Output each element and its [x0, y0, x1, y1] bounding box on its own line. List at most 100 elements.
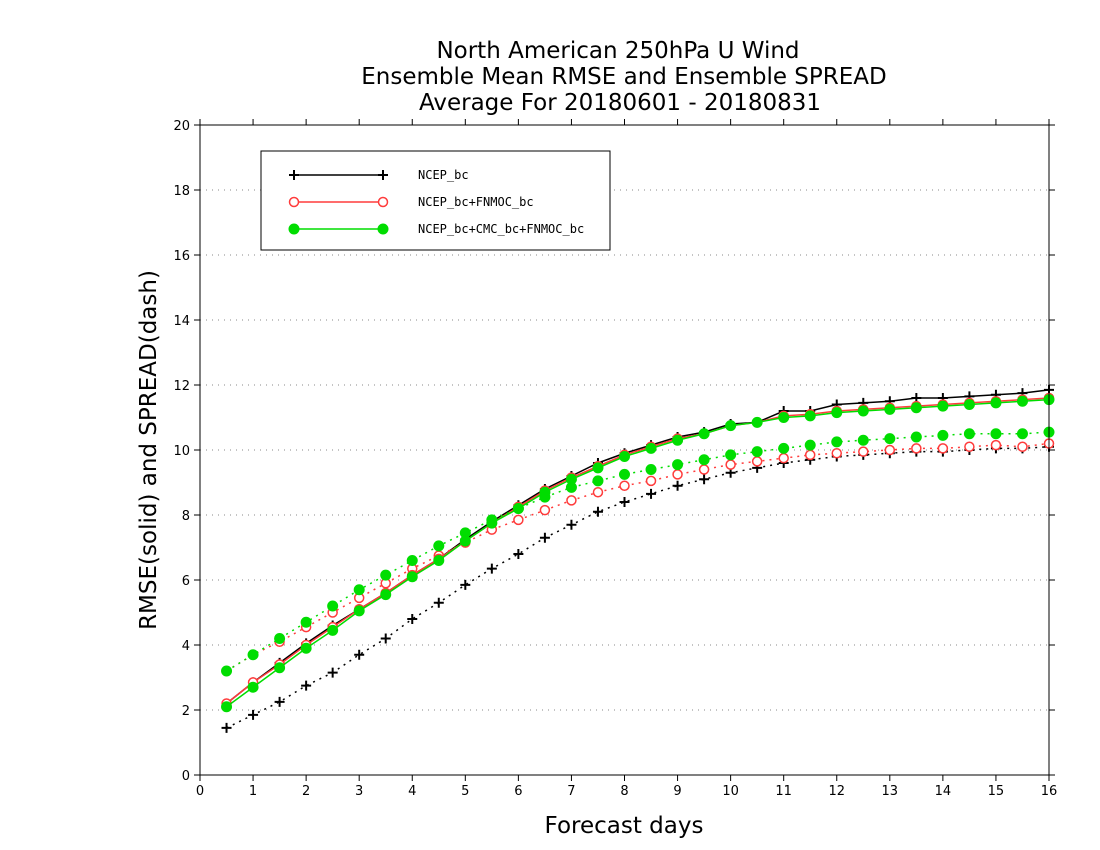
chart-title: North American 250hPa U Wind Ensemble Me… — [361, 38, 886, 116]
x-tick-label-11: 11 — [775, 784, 792, 799]
x-tick-label-14: 14 — [935, 784, 952, 799]
spread-point-0-9 — [460, 579, 471, 590]
x-tick-label-10: 10 — [722, 784, 739, 799]
spread-point-1-13 — [566, 495, 577, 506]
spread-point-2-5 — [353, 584, 365, 596]
legend-marker-right-2 — [377, 223, 389, 235]
rmse-point-2-9 — [459, 535, 471, 547]
spread-line-0 — [226, 446, 1050, 729]
x-tick-label-13: 13 — [882, 784, 899, 799]
spread-point-0-4 — [327, 667, 338, 678]
title-line-2: Ensemble Mean RMSE and Ensemble SPREAD — [361, 64, 886, 90]
spread-point-0-18 — [699, 474, 710, 485]
spread-point-2-29 — [990, 428, 1002, 440]
spread-point-2-24 — [857, 434, 869, 446]
spread-point-1-21 — [778, 452, 789, 464]
legend-label-2: NCEP_bc+CMC_bc+FNMOC_bc — [418, 222, 584, 236]
rmse-point-2-10 — [486, 517, 498, 529]
rmse-point-2-1 — [247, 681, 259, 693]
spread-point-0-0 — [221, 722, 232, 733]
legend: NCEP_bc NCEP_bc+FNMOC_bc NCEP_bc+CMC_bc+FN… — [260, 150, 611, 251]
x-tick-label-4: 4 — [408, 784, 416, 799]
spread-point-1-27 — [937, 443, 949, 454]
y-tick-label-10: 20 — [173, 119, 190, 134]
x-tick-label-2: 2 — [302, 784, 310, 799]
spread-point-0-15 — [619, 497, 630, 507]
rmse-point-2-12 — [539, 486, 551, 498]
spread-point-1-22 — [804, 449, 816, 461]
legend-label-1: NCEP_bc+FNMOC_bc — [418, 195, 534, 209]
spread-point-2-20 — [751, 446, 763, 458]
spread-point-1-12 — [539, 504, 551, 516]
y-tick-label-8: 16 — [173, 249, 190, 264]
spread-point-0-16 — [646, 488, 657, 499]
rmse-point-2-24 — [857, 405, 869, 417]
spread-point-1-23 — [831, 448, 842, 459]
spread-point-1-11 — [513, 514, 524, 526]
spread-point-0-7 — [407, 614, 418, 624]
rmse-point-2-25 — [884, 403, 896, 415]
spread-point-0-8 — [433, 597, 444, 608]
x-tick-label-9: 9 — [673, 784, 681, 799]
y-tick-label-1: 2 — [182, 704, 190, 719]
legend-label-0: NCEP_bc — [418, 168, 469, 182]
x-tick-label-16: 16 — [1041, 784, 1058, 799]
rmse-point-2-2 — [274, 662, 286, 674]
spread-point-2-22 — [804, 439, 816, 451]
rmse-point-2-29 — [990, 397, 1002, 409]
spread-point-0-1 — [248, 709, 259, 720]
legend-item-0: NCEP_bc — [289, 168, 469, 182]
spread-point-2-8 — [433, 540, 445, 552]
y-tick-label-2: 4 — [182, 639, 190, 654]
rmse-point-2-16 — [645, 442, 657, 454]
spread-point-2-25 — [884, 433, 896, 445]
legend-marker-left-1 — [288, 196, 300, 208]
spread-point-2-17 — [672, 459, 684, 471]
x-tick-label-12: 12 — [828, 784, 845, 799]
spread-point-0-12 — [539, 532, 550, 543]
spread-point-2-21 — [778, 442, 790, 454]
spread-point-1-19 — [725, 459, 736, 470]
spread-point-2-1 — [247, 649, 259, 661]
series-layer — [221, 384, 1055, 733]
legend-item-1: NCEP_bc+FNMOC_bc — [288, 195, 534, 209]
title-line-3: Average For 20180601 - 20180831 — [419, 90, 821, 116]
rmse-point-2-5 — [353, 605, 365, 617]
rmse-point-2-28 — [963, 399, 975, 410]
series-2 — [221, 394, 1055, 713]
spread-point-1-24 — [858, 446, 869, 457]
x-tick-label-7: 7 — [567, 784, 575, 799]
spread-point-1-28 — [964, 441, 975, 452]
spread-point-2-19 — [725, 449, 737, 461]
spread-point-2-16 — [645, 464, 657, 475]
rmse-point-2-20 — [751, 416, 763, 428]
spread-point-0-3 — [301, 680, 312, 691]
spread-point-0-6 — [380, 633, 391, 644]
rmse-point-2-3 — [300, 642, 312, 654]
legend-item-2: NCEP_bc+CMC_bc+FNMOC_bc — [288, 222, 584, 236]
rmse-point-2-26 — [910, 402, 922, 414]
x-tick-label-8: 8 — [620, 784, 628, 799]
series-0 — [221, 384, 1054, 733]
x-axis-label: Forecast days — [545, 813, 704, 839]
rmse-point-2-30 — [1016, 395, 1028, 407]
rmse-point-2-27 — [937, 400, 949, 412]
rmse-point-2-6 — [380, 589, 392, 601]
y-axis-label: RMSE(solid) and SPREAD(dash) — [136, 270, 162, 630]
x-tick-label-15: 15 — [988, 784, 1005, 799]
rmse-point-2-17 — [672, 434, 684, 446]
rmse-point-2-7 — [406, 571, 418, 583]
spread-point-2-15 — [619, 468, 630, 480]
rmse-point-2-19 — [725, 420, 737, 432]
spread-point-2-27 — [937, 429, 949, 441]
spread-point-1-14 — [592, 487, 604, 498]
spread-point-2-14 — [592, 475, 604, 487]
spread-point-0-2 — [274, 696, 285, 707]
spread-point-2-6 — [380, 569, 392, 581]
spread-point-1-30 — [1017, 441, 1028, 452]
y-tick-label-4: 8 — [182, 509, 190, 524]
y-tick-label-0: 0 — [182, 769, 190, 784]
spread-line-1 — [226, 442, 1050, 672]
rmse-line-1 — [226, 397, 1050, 705]
